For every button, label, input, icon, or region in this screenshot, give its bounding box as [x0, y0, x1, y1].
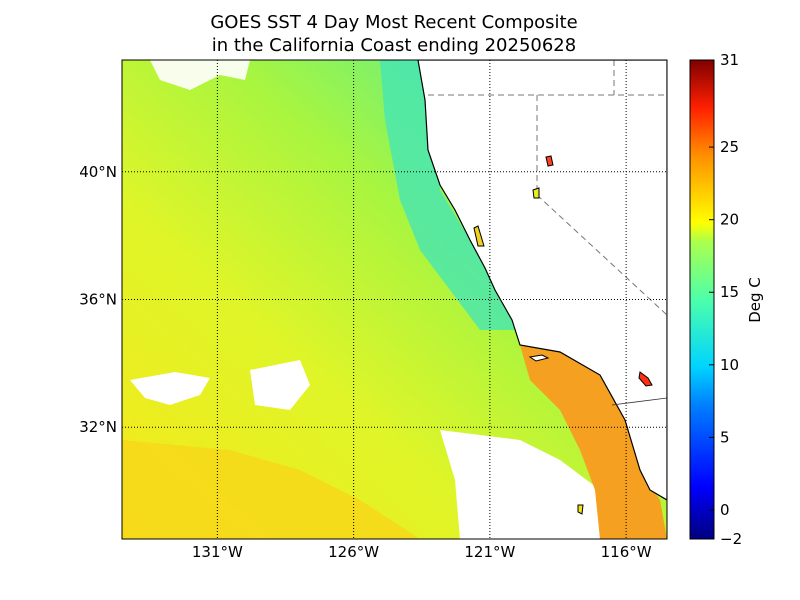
socal-warm-water: [520, 345, 667, 539]
latitude-labels: 40°N 36°N 32°N: [79, 163, 117, 436]
island: [528, 354, 550, 362]
latitude-tick-label: 40°N: [79, 163, 117, 181]
colorbar: [689, 59, 715, 540]
colorbar-tick-label: 0: [720, 501, 730, 519]
colorbar-label: Deg C: [746, 277, 764, 323]
colorbar-tick-label: 15: [720, 283, 739, 301]
missing-data-patch: [250, 360, 310, 410]
land-mass: [417, 60, 667, 501]
warm-water-region: [122, 440, 420, 539]
colorbar-tick-label: 20: [720, 211, 739, 229]
sf-bay: [473, 225, 485, 247]
longitude-tick-label: 131°W: [192, 543, 243, 561]
latitude-tick-label: 36°N: [79, 291, 117, 309]
colorbar-tick-label: 10: [720, 356, 739, 374]
longitude-labels: 131°W 126°W 121°W 116°W: [192, 543, 652, 561]
longitude-tick-label: 126°W: [328, 543, 379, 561]
longitude-tick-label: 121°W: [464, 543, 515, 561]
map-title-line-2: in the California Coast ending 20250628: [211, 35, 577, 56]
lake: [545, 155, 554, 167]
graticule: [122, 60, 667, 539]
missing-data-patch: [130, 372, 210, 405]
missing-data-patch: [150, 60, 250, 90]
mexico-border: [611, 397, 667, 406]
map-title-line-1: GOES SST 4 Day Most Recent Composite: [210, 12, 578, 33]
salton-sea: [638, 371, 653, 387]
island: [577, 504, 584, 515]
latitude-tick-label: 32°N: [79, 418, 117, 436]
colorbar-tick-label: 25: [720, 138, 739, 156]
lake: [532, 187, 540, 199]
map-frame: [121, 59, 668, 540]
colorbar-tick-label: −2: [720, 530, 742, 548]
longitude-tick-label: 116°W: [601, 543, 652, 561]
colorbar-tick-label: 5: [720, 428, 730, 446]
missing-data-patch: [440, 430, 640, 539]
colorbar-tick-label: 31: [720, 51, 739, 69]
map-plot-area: [122, 60, 667, 539]
colorbar-ticks: 31 25 20 15 10 5 0 −2: [709, 51, 742, 548]
